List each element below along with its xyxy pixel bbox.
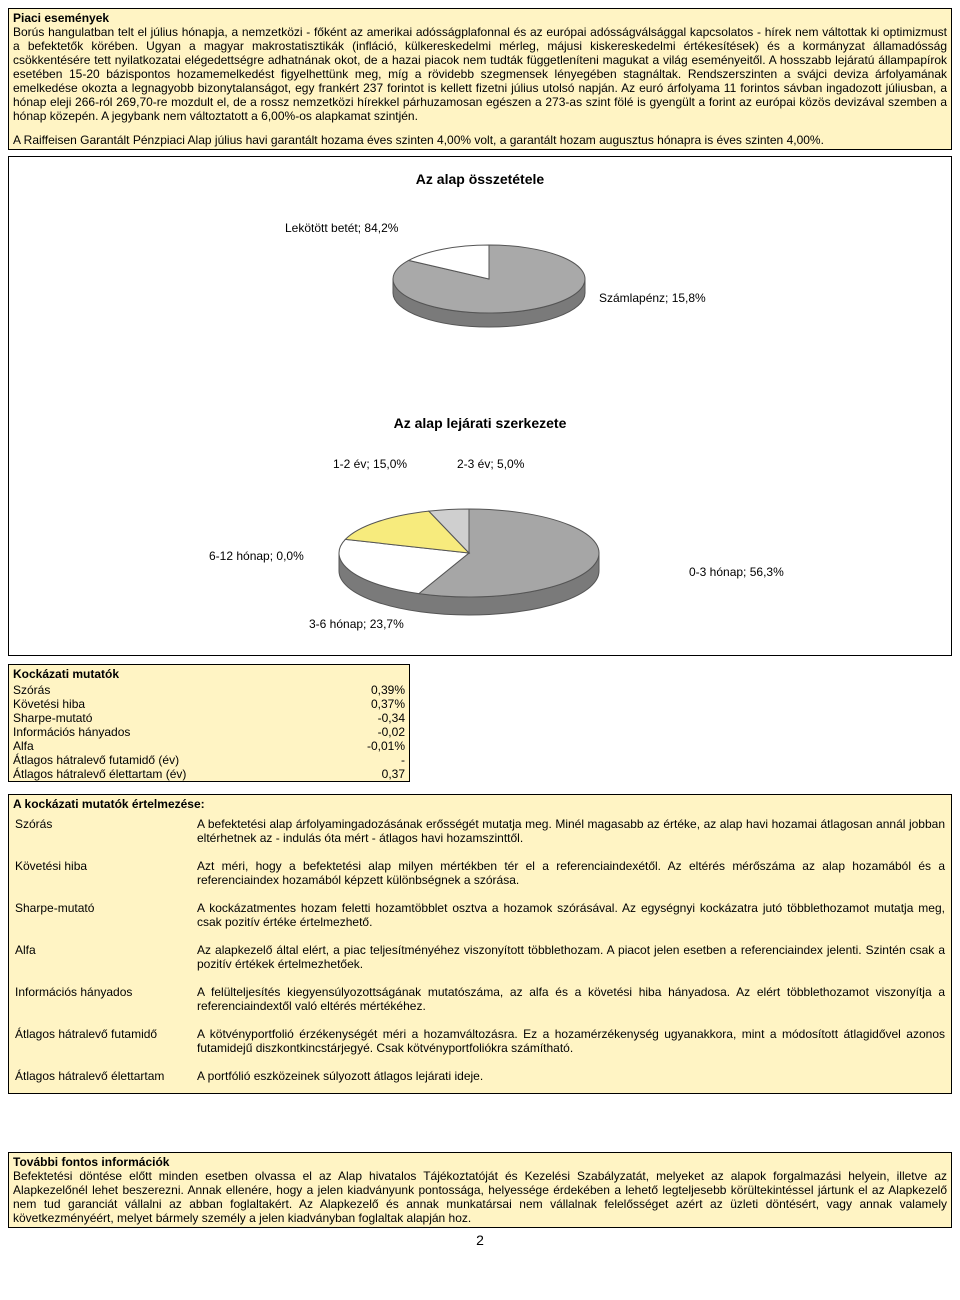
interp-desc: Az alapkezelő által elért, a piac teljes… <box>191 939 951 981</box>
risk-name: Átlagos hátralevő futamidő (év) <box>9 753 291 767</box>
risk-rows: Szórás0,39%Követési hiba0,37%Sharpe-muta… <box>9 683 409 781</box>
interp-term: Információs hányados <box>9 981 191 1023</box>
chart1-area: Lekötött betét; 84,2% Számlapénz; 15,8% <box>9 205 951 375</box>
table-row: Alfa-0,01% <box>9 739 409 753</box>
interp-box: A kockázati mutatók értelmezése: SzórásA… <box>8 794 952 1094</box>
risk-value: 0,39% <box>291 683 409 697</box>
risk-heading: Kockázati mutatók <box>9 665 409 683</box>
footer-box: További fontos információk Befektetési d… <box>8 1152 952 1228</box>
risk-name: Sharpe-mutató <box>9 711 291 725</box>
interp-term: Szórás <box>9 813 191 855</box>
table-row: Szórás0,39% <box>9 683 409 697</box>
chart-slice-label: 6-12 hónap; 0,0% <box>209 549 304 563</box>
table-row: Átlagos hátralevő futamidőA kötvényportf… <box>9 1023 951 1065</box>
risk-name: Információs hányados <box>9 725 291 739</box>
interp-desc: A kötvényportfolió érzékenységét méri a … <box>191 1023 951 1065</box>
interp-term: Alfa <box>9 939 191 981</box>
market-events-box: Piaci események Borús hangulatban telt e… <box>8 8 952 150</box>
chart-slice-label: Számlapénz; 15,8% <box>599 291 706 305</box>
risk-value: -0,01% <box>291 739 409 753</box>
pie-chart-composition <box>9 205 953 375</box>
risk-value: -0,34 <box>291 711 409 725</box>
interp-term: Sharpe-mutató <box>9 897 191 939</box>
risk-value: - <box>291 753 409 767</box>
table-row: Átlagos hátralevő élettartamA portfólió … <box>9 1065 951 1093</box>
table-row: Átlagos hátralevő futamidő (év)- <box>9 753 409 767</box>
risk-value: -0,02 <box>291 725 409 739</box>
interp-rows: SzórásA befektetési alap árfolyamingadoz… <box>9 813 951 1093</box>
interp-term: Átlagos hátralevő futamidő <box>9 1023 191 1065</box>
chart-slice-label: 3-6 hónap; 23,7% <box>309 617 404 631</box>
interp-desc: A befektetési alap árfolyamingadozásának… <box>191 813 951 855</box>
interp-desc: A kockázatmentes hozam feletti hozamtöbb… <box>191 897 951 939</box>
chart-slice-label: 1-2 év; 15,0% <box>333 457 407 471</box>
chart-slice-label: Lekötött betét; 84,2% <box>285 221 398 235</box>
table-row: AlfaAz alapkezelő által elért, a piac te… <box>9 939 951 981</box>
risk-name: Szórás <box>9 683 291 697</box>
risk-name: Átlagos hátralevő élettartam (év) <box>9 767 291 781</box>
risk-name: Követési hiba <box>9 697 291 711</box>
table-row: SzórásA befektetési alap árfolyamingadoz… <box>9 813 951 855</box>
page-number: 2 <box>8 1232 952 1248</box>
charts-container: Az alap összetétele Lekötött betét; 84,2… <box>8 156 952 656</box>
risk-table: Kockázati mutatók Szórás0,39%Követési hi… <box>8 664 410 782</box>
pie-chart-maturity <box>9 449 953 649</box>
table-row: Követési hiba0,37% <box>9 697 409 711</box>
footer-body: Befektetési döntése előtt minden esetben… <box>13 1169 947 1225</box>
risk-value: 0,37% <box>291 697 409 711</box>
chart2-area: 0-3 hónap; 56,3% 3-6 hónap; 23,7% 6-12 hón… <box>9 449 951 649</box>
chart2-title: Az alap lejárati szerkezete <box>9 415 951 431</box>
market-body: Borús hangulatban telt el július hónapja… <box>13 25 947 123</box>
table-row: Követési hibaAzt méri, hogy a befektetés… <box>9 855 951 897</box>
interp-desc: A felülteljesítés kiegyensúlyozottságána… <box>191 981 951 1023</box>
interp-term: Követési hiba <box>9 855 191 897</box>
interp-heading: A kockázati mutatók értelmezése: <box>9 795 951 813</box>
risk-value: 0,37 <box>291 767 409 781</box>
chart-slice-label: 2-3 év; 5,0% <box>457 457 524 471</box>
interp-desc: Azt méri, hogy a befektetési alap milyen… <box>191 855 951 897</box>
chart1-title: Az alap összetétele <box>9 171 951 187</box>
market-heading: Piaci események <box>13 11 947 25</box>
table-row: Sharpe-mutató-0,34 <box>9 711 409 725</box>
table-row: Átlagos hátralevő élettartam (év)0,37 <box>9 767 409 781</box>
chart-slice-label: 0-3 hónap; 56,3% <box>689 565 784 579</box>
market-body2: A Raiffeisen Garantált Pénzpiaci Alap jú… <box>13 133 947 147</box>
table-row: Információs hányados-0,02 <box>9 725 409 739</box>
interp-term: Átlagos hátralevő élettartam <box>9 1065 191 1093</box>
interp-desc: A portfólió eszközeinek súlyozott átlago… <box>191 1065 951 1093</box>
table-row: Információs hányadosA felülteljesítés ki… <box>9 981 951 1023</box>
risk-name: Alfa <box>9 739 291 753</box>
footer-heading: További fontos információk <box>13 1155 947 1169</box>
table-row: Sharpe-mutatóA kockázatmentes hozam fele… <box>9 897 951 939</box>
